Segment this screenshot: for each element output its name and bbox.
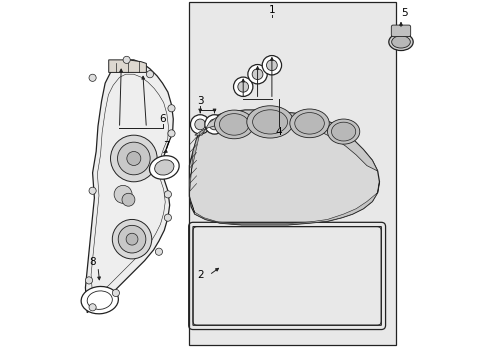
Circle shape	[85, 277, 93, 284]
Circle shape	[164, 191, 171, 198]
Circle shape	[127, 152, 141, 166]
Circle shape	[155, 248, 163, 255]
Circle shape	[123, 56, 130, 63]
Text: 4: 4	[276, 127, 282, 136]
Ellipse shape	[253, 110, 288, 134]
Circle shape	[111, 135, 157, 182]
Circle shape	[168, 130, 175, 137]
Circle shape	[126, 233, 138, 245]
Circle shape	[267, 60, 277, 71]
Circle shape	[209, 119, 220, 130]
Circle shape	[252, 69, 263, 80]
Circle shape	[118, 225, 146, 253]
Polygon shape	[190, 182, 379, 225]
Text: 2: 2	[197, 270, 203, 280]
Ellipse shape	[332, 122, 356, 141]
Polygon shape	[109, 60, 147, 72]
Polygon shape	[85, 60, 173, 313]
Bar	[190, 3, 395, 345]
Circle shape	[205, 115, 224, 134]
Ellipse shape	[295, 113, 324, 134]
Circle shape	[195, 119, 205, 130]
Text: 5: 5	[401, 8, 408, 18]
Text: 7: 7	[163, 141, 170, 151]
Text: 1: 1	[269, 5, 275, 15]
Circle shape	[164, 214, 171, 221]
Ellipse shape	[327, 119, 360, 144]
Circle shape	[122, 193, 135, 206]
Circle shape	[238, 81, 248, 92]
Ellipse shape	[389, 33, 413, 50]
Ellipse shape	[81, 287, 119, 314]
Ellipse shape	[149, 156, 179, 179]
Circle shape	[89, 304, 96, 311]
Polygon shape	[190, 110, 379, 225]
Text: 6: 6	[159, 114, 166, 124]
Circle shape	[114, 185, 132, 203]
Ellipse shape	[290, 109, 329, 138]
FancyBboxPatch shape	[392, 25, 411, 37]
Ellipse shape	[220, 114, 249, 135]
Circle shape	[248, 64, 267, 84]
Circle shape	[112, 220, 152, 259]
Polygon shape	[190, 128, 207, 196]
Ellipse shape	[215, 110, 254, 139]
Text: 8: 8	[89, 257, 96, 267]
Circle shape	[89, 74, 96, 81]
Text: 3: 3	[197, 96, 203, 106]
Circle shape	[191, 115, 210, 134]
Circle shape	[147, 71, 153, 78]
Circle shape	[89, 187, 96, 194]
Ellipse shape	[155, 160, 174, 175]
Circle shape	[168, 105, 175, 112]
Ellipse shape	[247, 106, 294, 138]
Circle shape	[112, 289, 120, 297]
Ellipse shape	[392, 36, 410, 48]
Circle shape	[234, 77, 253, 96]
Circle shape	[118, 142, 150, 175]
Polygon shape	[195, 110, 378, 171]
Circle shape	[262, 55, 282, 75]
